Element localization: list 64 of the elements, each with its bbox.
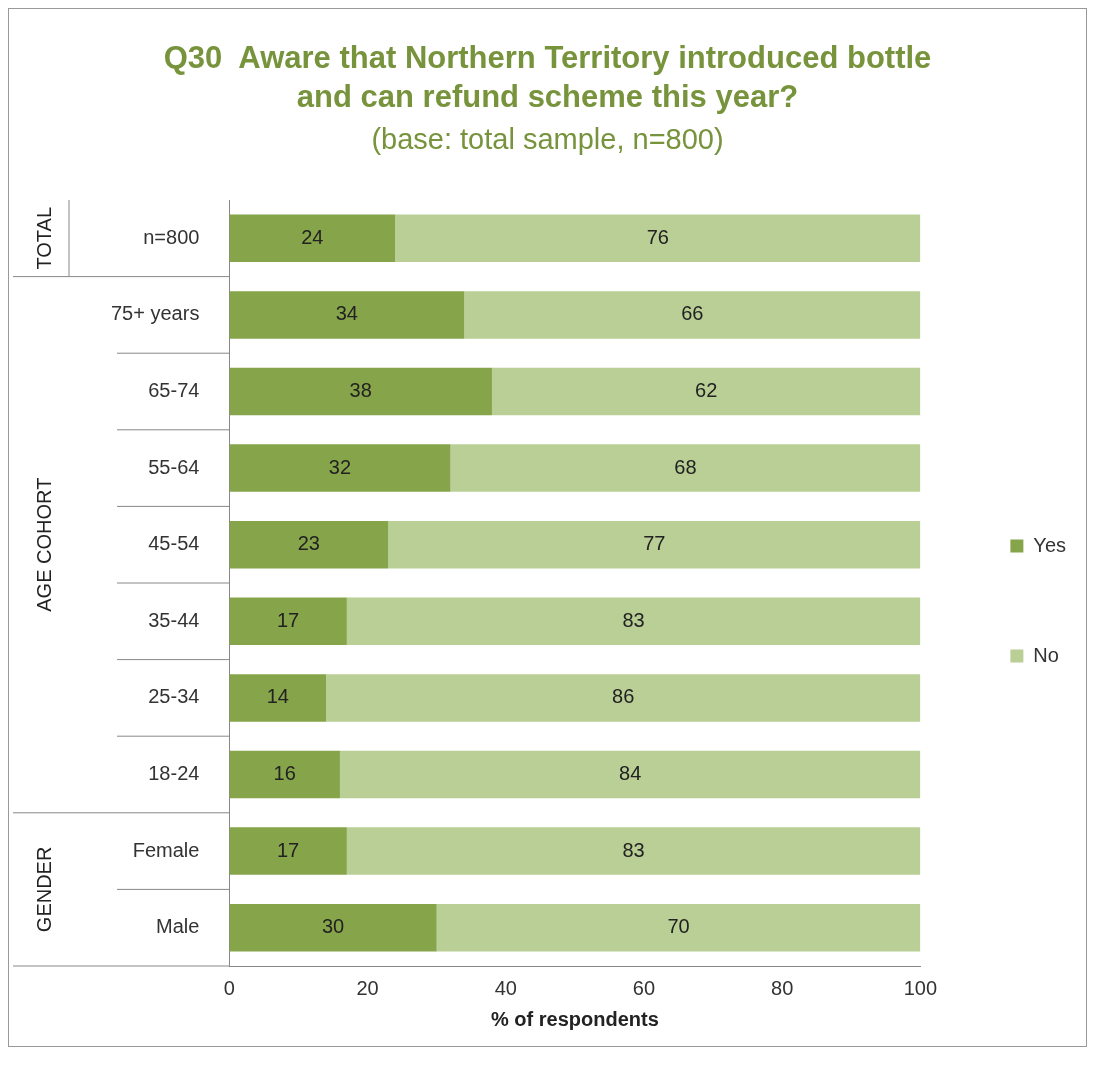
bar <box>339 750 921 798</box>
data-label: 30 <box>321 914 345 937</box>
bar <box>450 443 921 492</box>
bar <box>491 367 921 415</box>
y-tick-label: 55-64 <box>148 455 200 478</box>
y-tick-label: 45-54 <box>148 531 200 554</box>
data-label: 16 <box>273 761 296 784</box>
data-label: 62 <box>695 378 718 401</box>
legend-label: Yes <box>1033 533 1067 556</box>
data-label: 23 <box>297 531 320 554</box>
bar <box>346 826 921 875</box>
x-tick-label: 80 <box>771 976 794 999</box>
bar <box>464 290 921 339</box>
chart-subtitle: (base: total sample, n=800) <box>370 122 725 156</box>
data-label: 24 <box>301 225 324 248</box>
x-tick-label: 60 <box>632 976 656 999</box>
text: GENDER <box>32 846 55 932</box>
bar <box>229 903 437 951</box>
text: AGE COHORT <box>32 477 55 612</box>
x-axis-title: % of respondents <box>490 1007 659 1030</box>
x-tick-label: 0 <box>223 976 235 999</box>
y-tick-label: Male <box>156 914 200 937</box>
data-label: 17 <box>277 608 300 631</box>
legend-label: No <box>1033 643 1059 666</box>
bar <box>229 520 389 568</box>
data-label: 86 <box>612 684 635 707</box>
bar <box>229 750 340 798</box>
y-tick-label: 25-34 <box>148 684 200 707</box>
data-label: 76 <box>646 225 669 248</box>
y-tick-label: Female <box>132 838 200 861</box>
data-label: 32 <box>328 455 352 478</box>
bar <box>346 597 921 645</box>
bar <box>229 443 451 492</box>
data-label: 68 <box>674 455 697 478</box>
data-label: 34 <box>335 301 358 324</box>
y-tick-label: 75+ years <box>111 301 200 324</box>
bar <box>229 826 347 875</box>
bar <box>229 597 347 645</box>
chart-title: Q30 Aware that Northern Territory introduced bottle and can refund scheme this year? <box>162 39 933 116</box>
data-label: 38 <box>349 378 372 401</box>
x-tick-label: 40 <box>494 976 517 999</box>
data-label: 66 <box>681 301 704 324</box>
x-tick-label: 100 <box>903 976 938 999</box>
data-label: 83 <box>622 608 645 631</box>
bar <box>229 367 492 415</box>
data-label: 70 <box>667 914 690 937</box>
bar <box>229 673 327 722</box>
text: TOTAL <box>32 206 55 270</box>
bar <box>326 673 921 722</box>
data-label: 77 <box>643 531 666 554</box>
y-tick-label: 18-24 <box>148 761 200 784</box>
bar <box>229 214 396 262</box>
y-tick-label: 35-44 <box>148 608 200 631</box>
data-label: 83 <box>622 838 645 861</box>
bar <box>395 214 921 262</box>
data-label: 14 <box>266 684 289 707</box>
data-label: 84 <box>619 761 642 784</box>
y-tick-label: n=800 <box>143 225 200 248</box>
bar <box>388 520 921 568</box>
data-label: 17 <box>277 838 300 861</box>
bar <box>229 290 465 339</box>
bar <box>436 903 921 951</box>
x-tick-label: 20 <box>356 976 379 999</box>
y-tick-label: 65-74 <box>148 378 200 401</box>
